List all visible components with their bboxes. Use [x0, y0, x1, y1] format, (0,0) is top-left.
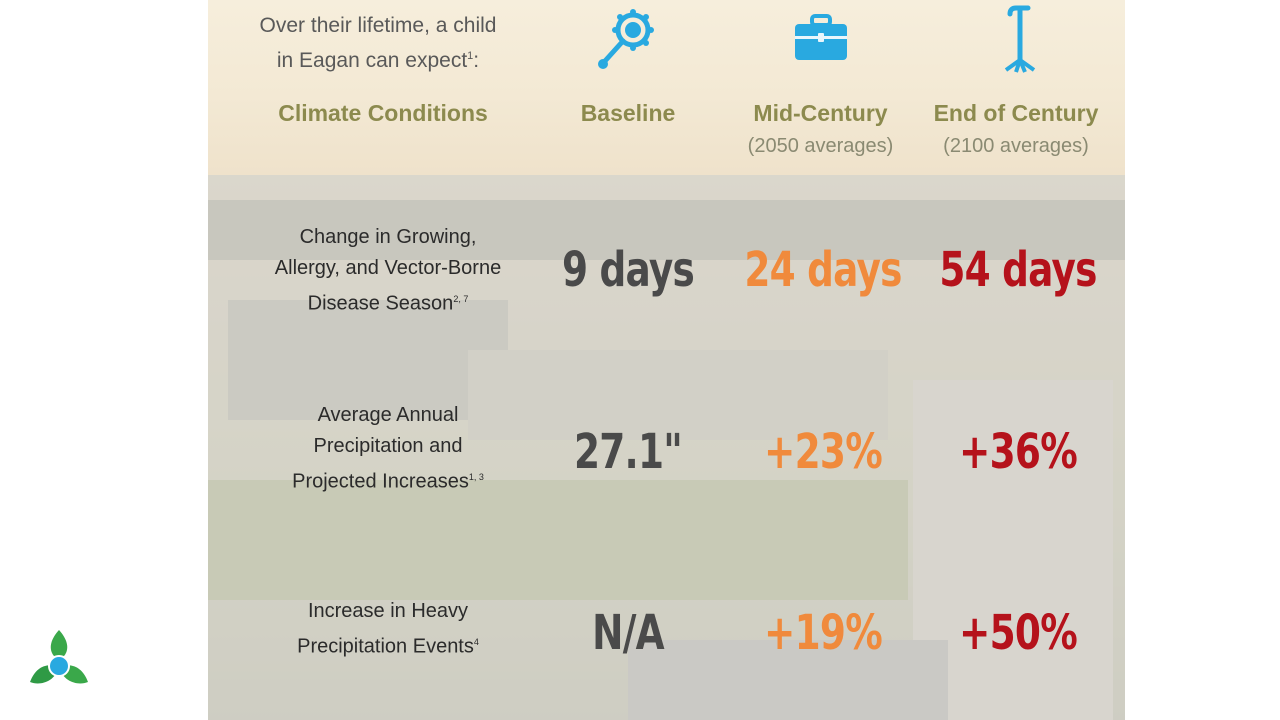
value-mid-century-growing-season: 24 days [744, 242, 902, 298]
value-end-of-century-annual-precipitation: +36% [959, 424, 1078, 480]
intro-footnote: 1 [467, 50, 474, 62]
header-baseline: Baseline [580, 100, 676, 126]
intro-text: Over their lifetime, a child in Eagan ca… [238, 10, 518, 76]
row-footnote: 2, 7 [453, 294, 469, 304]
subheader-end-of-century: (2100 averages) [943, 135, 1089, 157]
row-label-growing-season: Change in Growing, Allergy, and Vector-B… [274, 226, 502, 315]
baby-rattle-icon [598, 9, 654, 69]
briefcase-icon [795, 14, 847, 60]
slide: Over their lifetime, a child in Eagan ca… [208, 0, 1125, 720]
header-mid-century: Mid-Century [753, 100, 888, 126]
header-band [208, 0, 1125, 175]
value-baseline-growing-season: 9 days [561, 242, 695, 298]
photo-overlay [208, 175, 1125, 720]
row-footnote: 4 [473, 637, 479, 647]
row-label-heavy-precipitation: Increase in Heavy Precipitation Events4 [297, 600, 479, 658]
value-end-of-century-heavy-precipitation: +50% [959, 605, 1078, 661]
value-baseline-annual-precipitation: 27.1" [574, 424, 683, 480]
value-mid-century-annual-precipitation: +23% [764, 424, 883, 480]
header-end-of-century: End of Century [933, 100, 1099, 126]
header-climate-conditions: Climate Conditions [278, 100, 488, 126]
walking-cane-icon [1004, 5, 1036, 73]
subheader-mid-century: (2050 averages) [747, 135, 894, 157]
intro-line-1: Over their lifetime, a child [259, 14, 497, 37]
row-label-annual-precipitation: Average Annual Precipitation and Project… [292, 404, 484, 493]
value-baseline-heavy-precipitation: N/A [592, 605, 664, 661]
value-mid-century-heavy-precipitation: +19% [764, 605, 883, 661]
intro-line-2: in Eagan can expect1: [276, 49, 480, 72]
row-footnote: 1, 3 [468, 472, 484, 482]
value-end-of-century-growing-season: 54 days [939, 242, 1097, 298]
tri-leaf-logo-icon [30, 630, 88, 684]
